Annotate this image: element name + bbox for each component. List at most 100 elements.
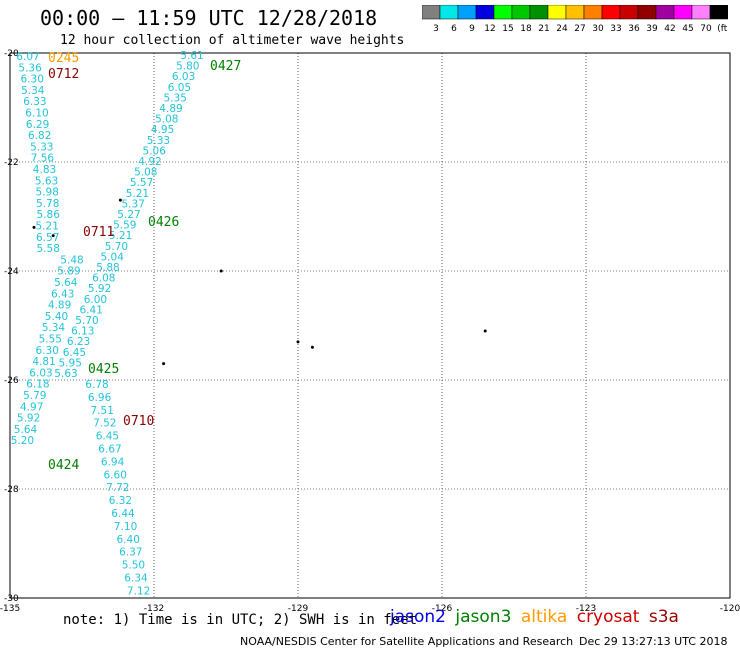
x-axis-label: -129 bbox=[288, 604, 309, 614]
swh-value: 7.51 bbox=[91, 405, 114, 417]
swh-value: 4.92 bbox=[138, 156, 161, 168]
scale-label: 30 bbox=[592, 24, 604, 33]
swh-value: 6.03 bbox=[172, 71, 195, 83]
pass-time-label: 0426 bbox=[148, 215, 179, 230]
swh-value: 6.41 bbox=[80, 304, 103, 316]
island-dot bbox=[219, 269, 223, 273]
swh-value: 5.79 bbox=[23, 390, 46, 402]
x-axis-label: -123 bbox=[576, 604, 596, 614]
swh-value: 5.37 bbox=[122, 198, 145, 210]
island-dot bbox=[310, 345, 314, 349]
swh-value: 6.29 bbox=[26, 119, 49, 131]
swh-value: 6.37 bbox=[119, 547, 142, 559]
swh-value: 7.52 bbox=[93, 418, 116, 430]
swh-value: 5.34 bbox=[42, 322, 66, 334]
timestamp: Dec 29 13:27:13 UTC 2018 bbox=[579, 635, 728, 648]
scale-label: 27 bbox=[574, 24, 585, 33]
swh-value: 6.33 bbox=[23, 96, 46, 108]
y-axis-label: -30 bbox=[4, 594, 19, 604]
swh-value: 5.36 bbox=[18, 62, 42, 74]
swh-value: 5.89 bbox=[57, 266, 80, 278]
swh-value: 4.95 bbox=[151, 124, 174, 136]
swh-value: 5.34 bbox=[21, 85, 45, 97]
swh-value: 7.72 bbox=[106, 482, 129, 494]
swh-value: 6.94 bbox=[101, 456, 125, 468]
swh-value: 4.97 bbox=[20, 401, 43, 413]
scale-swatch bbox=[709, 5, 728, 20]
swh-value: 5.58 bbox=[37, 243, 60, 255]
swh-value: 6.60 bbox=[104, 469, 127, 481]
swh-value: 5.27 bbox=[117, 209, 140, 221]
swh-value: 6.44 bbox=[111, 508, 135, 520]
scale-label: 24 bbox=[556, 24, 568, 33]
swh-value: 6.34 bbox=[124, 573, 148, 585]
x-axis-label: -120 bbox=[720, 604, 740, 614]
swh-value: 4.89 bbox=[48, 300, 71, 312]
swh-value: 5.55 bbox=[39, 334, 62, 346]
legend-s3a: s3a bbox=[648, 607, 679, 627]
swh-value: 5.92 bbox=[17, 413, 40, 425]
pass-time-label: 0245 bbox=[48, 51, 79, 66]
swh-value: 5.48 bbox=[60, 254, 83, 266]
island-dot bbox=[483, 329, 487, 333]
swh-value: 5.88 bbox=[96, 262, 119, 274]
swh-value: 6.23 bbox=[67, 336, 90, 348]
swh-value: 7.10 bbox=[114, 521, 137, 533]
x-axis-label: -126 bbox=[432, 604, 453, 614]
x-axis-label: -135 bbox=[0, 604, 20, 614]
swh-value: 5.92 bbox=[88, 283, 111, 295]
pass-time-label: 0712 bbox=[48, 67, 79, 82]
swh-value: 6.10 bbox=[25, 108, 48, 120]
swh-value: 5.70 bbox=[105, 241, 128, 253]
swh-value: 5.35 bbox=[164, 92, 187, 104]
y-axis-label: -20 bbox=[4, 49, 19, 59]
scale-label: 45 bbox=[682, 24, 693, 33]
swh-value: 6.08 bbox=[92, 273, 115, 285]
swh-value: 5.63 bbox=[54, 368, 77, 380]
swh-value: 5.20 bbox=[11, 435, 34, 447]
legend-cryosat: cryosat bbox=[576, 607, 640, 627]
island-dot bbox=[296, 340, 300, 344]
scale-label: 9 bbox=[469, 24, 475, 33]
scale-label: 15 bbox=[502, 24, 513, 33]
swh-value: 5.64 bbox=[54, 277, 78, 289]
y-axis-label: -26 bbox=[4, 376, 19, 386]
swh-value: 5.21 bbox=[109, 230, 132, 242]
map-frame bbox=[9, 52, 731, 599]
scale-label: 18 bbox=[520, 24, 532, 33]
island-dot bbox=[118, 198, 122, 202]
swh-value: 5.61 bbox=[180, 50, 203, 62]
swh-value: 6.82 bbox=[28, 130, 51, 142]
legend-jason3: jason3 bbox=[455, 607, 512, 627]
swh-value: 5.86 bbox=[37, 209, 61, 221]
pass-time-label: 0711 bbox=[83, 225, 114, 240]
swh-value: 6.67 bbox=[98, 444, 121, 456]
swh-value: 5.04 bbox=[101, 251, 125, 263]
swh-value: 6.07 bbox=[16, 51, 39, 63]
scale-label: 39 bbox=[646, 24, 658, 33]
y-axis-label: -22 bbox=[4, 158, 19, 168]
scale-label: 3 bbox=[433, 24, 439, 33]
swh-value: 7.12 bbox=[127, 585, 150, 597]
map-subtitle: 12 hour collection of altimeter wave hei… bbox=[60, 33, 405, 48]
scale-label: 42 bbox=[664, 24, 675, 33]
scale-label: 12 bbox=[484, 24, 495, 33]
swh-value: 5.64 bbox=[14, 424, 38, 436]
swh-value: 6.05 bbox=[168, 82, 191, 94]
map-title: 00:00 – 11:59 UTC 12/28/2018 bbox=[40, 6, 378, 30]
pass-time-label: 0425 bbox=[88, 362, 119, 377]
island-dot bbox=[51, 234, 55, 238]
swh-value: 6.78 bbox=[85, 379, 108, 391]
swh-value: 6.45 bbox=[96, 431, 119, 443]
pass-time-label: 0427 bbox=[210, 59, 241, 74]
pass-time-label: 0424 bbox=[48, 458, 79, 473]
swh-value: 5.95 bbox=[59, 357, 82, 369]
footnote: note: 1) Time is in UTC; 2) SWH is in fe… bbox=[63, 612, 418, 628]
swh-value: 7.56 bbox=[31, 153, 55, 165]
swh-value: 5.59 bbox=[113, 220, 136, 232]
swh-value: 6.45 bbox=[63, 347, 86, 359]
swh-value: 4.81 bbox=[32, 356, 55, 368]
swh-value: 6.57 bbox=[36, 232, 59, 244]
